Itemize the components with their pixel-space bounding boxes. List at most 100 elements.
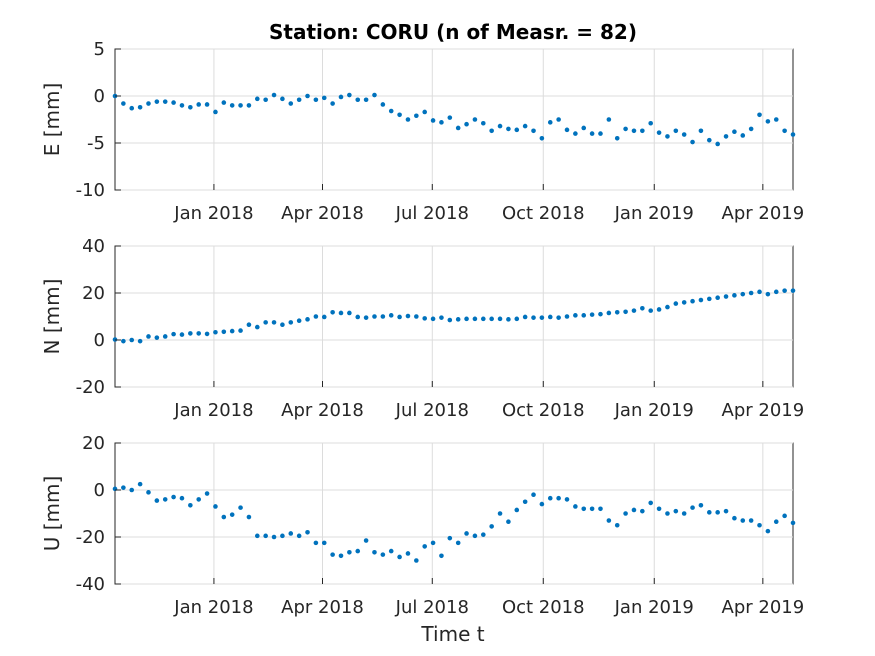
x-tick-label-n-1: Apr 2018: [281, 400, 364, 421]
point-e-53: [556, 117, 561, 122]
point-n-4: [146, 334, 151, 339]
point-n-21: [288, 320, 294, 325]
x-tick-label-n-0: Jan 2018: [173, 400, 253, 421]
point-u-55: [573, 504, 578, 509]
point-n-63: [640, 305, 645, 311]
point-n-19: [271, 320, 277, 325]
point-u-77: [757, 522, 762, 528]
point-u-17: [254, 533, 260, 539]
point-e-36: [414, 113, 419, 119]
point-n-56: [581, 313, 587, 318]
axes-u: [114, 442, 794, 585]
x-tick-label-u-2: Jul 2018: [395, 597, 469, 618]
point-u-64: [648, 500, 654, 506]
point-n-11: [204, 331, 210, 337]
point-n-74: [732, 293, 737, 298]
point-n-14: [229, 328, 235, 334]
point-n-78: [765, 291, 771, 297]
point-e-65: [656, 130, 662, 135]
point-u-81: [790, 520, 796, 526]
point-e-33: [388, 108, 394, 114]
point-n-69: [690, 298, 695, 304]
point-n-51: [539, 315, 545, 320]
point-u-12: [213, 504, 218, 509]
point-e-75: [740, 133, 746, 138]
point-e-42: [464, 121, 469, 127]
point-e-74: [732, 129, 737, 135]
panel-u: -40 -20 0 20 Jan 2018 Apr 2018 Jul 2018 Oct 20…: [40, 433, 804, 618]
point-n-20: [280, 322, 285, 328]
y-tick-label-e-2: 0: [94, 86, 105, 107]
point-u-79: [773, 519, 779, 525]
point-e-81: [790, 132, 796, 137]
point-e-64: [648, 120, 654, 126]
point-e-24: [313, 97, 319, 103]
point-u-47: [506, 519, 511, 525]
point-u-57: [589, 506, 595, 512]
point-n-81: [790, 288, 796, 293]
point-u-74: [732, 515, 737, 521]
panel-n: -20 0 20 40 Jan 2018 Apr 2018 Jul 2018 Oct 201…: [40, 236, 804, 421]
point-u-69: [690, 505, 695, 510]
point-n-80: [782, 288, 787, 293]
point-e-4: [146, 101, 151, 106]
point-n-72: [715, 295, 720, 301]
point-u-72: [715, 510, 720, 515]
x-tick-label-u-3: Oct 2018: [502, 597, 585, 618]
x-tick-label-e-2: Jul 2018: [395, 203, 469, 224]
point-u-78: [765, 528, 771, 534]
x-tick-label-e-4: Jan 2019: [614, 203, 694, 224]
y-tick-label-u-1: -20: [76, 527, 105, 548]
x-tick-label-e-0: Jan 2018: [173, 203, 253, 224]
point-e-49: [522, 123, 528, 129]
y-tick-label-e-3: 5: [94, 39, 105, 60]
x-tick-label-e-3: Oct 2018: [502, 203, 585, 224]
point-e-27: [338, 94, 344, 100]
point-n-76: [748, 290, 754, 296]
point-n-71: [706, 296, 712, 302]
point-e-45: [489, 128, 494, 134]
point-e-41: [455, 125, 461, 131]
point-n-57: [589, 312, 595, 317]
point-n-55: [573, 313, 578, 318]
point-n-75: [740, 291, 746, 297]
point-u-50: [531, 492, 536, 498]
point-u-56: [581, 506, 587, 512]
point-u-45: [489, 524, 494, 529]
point-u-10: [196, 497, 202, 502]
point-u-62: [631, 507, 637, 513]
point-u-38: [430, 540, 436, 546]
point-u-58: [598, 506, 603, 512]
point-u-16: [246, 514, 252, 520]
point-u-46: [497, 511, 503, 516]
point-e-54: [564, 127, 570, 133]
point-n-1: [121, 338, 126, 344]
axes-e: [114, 48, 794, 191]
point-u-41: [455, 540, 461, 546]
point-n-70: [698, 297, 704, 303]
point-e-57: [589, 131, 595, 136]
y-tick-label-n-0: -20: [76, 377, 105, 398]
point-e-22: [296, 97, 302, 103]
point-e-16: [246, 103, 252, 108]
y-tick-label-u-3: 20: [82, 433, 105, 454]
point-u-6: [162, 497, 168, 502]
point-n-49: [522, 314, 528, 320]
point-n-59: [606, 310, 612, 316]
point-e-18: [263, 97, 268, 103]
point-e-71: [706, 137, 712, 143]
point-u-15: [238, 505, 243, 510]
point-n-7: [171, 331, 176, 337]
point-n-22: [296, 318, 302, 324]
point-u-59: [606, 518, 612, 523]
point-e-34: [397, 112, 402, 118]
point-n-25: [321, 314, 327, 320]
y-tick-label-n-2: 20: [82, 283, 105, 304]
point-n-10: [196, 331, 202, 336]
ylabel-n: N [mm]: [40, 279, 64, 355]
point-u-36: [414, 558, 419, 563]
point-e-2: [129, 105, 135, 111]
point-u-5: [154, 498, 160, 503]
point-u-27: [338, 553, 344, 559]
